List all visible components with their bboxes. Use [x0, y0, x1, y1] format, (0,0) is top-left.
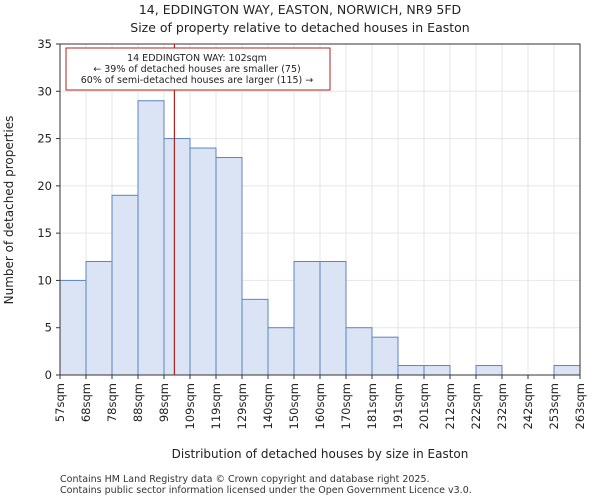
bar-181sqm: [371, 336, 399, 376]
x-tick-label: 140sqm: [261, 383, 275, 429]
x-tick-label: 68sqm: [79, 383, 93, 422]
x-tick-label: 109sqm: [183, 383, 197, 429]
bar-160sqm: [319, 261, 347, 376]
annotation-line-1: 14 EDDINGTON WAY: 102sqm: [127, 53, 267, 64]
annotation-line-3: 60% of semi-detached houses are larger (…: [81, 75, 314, 86]
bar-150sqm: [293, 261, 321, 376]
annotation-frame: [65, 47, 331, 91]
x-tick-label: 181sqm: [365, 383, 379, 429]
y-tick-label: 0: [45, 368, 52, 382]
bar-78sqm: [111, 194, 139, 376]
y-ticks: 0 5 10 15 20 25 30 35: [37, 37, 60, 382]
x-tick-label: 78sqm: [105, 383, 119, 422]
x-tick-label: 160sqm: [313, 383, 327, 429]
y-axis-label: Number of detached properties: [2, 116, 16, 305]
x-tick-label: 150sqm: [287, 383, 301, 429]
x-tick-label: 232sqm: [495, 383, 509, 429]
x-tick-label: 212sqm: [443, 383, 457, 429]
x-tick-label: 119sqm: [209, 383, 223, 429]
footer-line-1: Contains HM Land Registry data © Crown c…: [60, 474, 430, 485]
x-ticks: 57sqm 68sqm 78sqm 88sqm 98sqm 109sqm 119sqm 129…: [53, 375, 587, 429]
footer-line-2: Contains public sector information licen…: [60, 485, 472, 496]
bar-68sqm: [85, 261, 113, 376]
bar-170sqm: [345, 327, 373, 376]
x-axis-label: Distribution of detached houses by size …: [172, 447, 469, 461]
annotation-box: 14 EDDINGTON WAY: 102sqm ← 39% of detach…: [65, 47, 331, 91]
y-tick-label: 35: [37, 37, 52, 51]
bar-88sqm: [137, 100, 165, 376]
x-tick-label: 263sqm: [573, 383, 587, 429]
x-tick-label: 191sqm: [391, 383, 405, 429]
chart-title-line-2: Size of property relative to detached ho…: [130, 20, 469, 35]
x-tick-label: 201sqm: [417, 383, 431, 429]
x-tick-label: 253sqm: [547, 383, 561, 429]
bar-57sqm: [59, 279, 87, 376]
y-tick-label: 10: [37, 273, 52, 287]
y-tick-label: 5: [45, 321, 52, 335]
bar-119sqm: [215, 156, 243, 376]
y-tick-label: 25: [37, 132, 52, 146]
bar-222sqm: [475, 365, 503, 376]
bar-201sqm: [423, 365, 451, 376]
x-tick-label: 57sqm: [53, 383, 67, 422]
bar-191sqm: [397, 365, 425, 376]
x-tick-label: 170sqm: [339, 383, 353, 429]
y-tick-label: 15: [37, 226, 52, 240]
bar-98sqm: [163, 138, 191, 376]
bar-129sqm: [241, 298, 269, 376]
x-tick-label: 88sqm: [131, 383, 145, 422]
x-tick-label: 242sqm: [521, 383, 535, 429]
bar-253sqm: [553, 365, 581, 376]
x-tick-label: 98sqm: [157, 383, 171, 422]
bar-109sqm: [189, 147, 217, 376]
x-tick-label: 129sqm: [235, 383, 249, 429]
chart-title-line-1: 14, EDDINGTON WAY, EASTON, NORWICH, NR9 …: [139, 2, 461, 17]
annotation-line-2: ← 39% of detached houses are smaller (75…: [93, 64, 300, 75]
bar-140sqm: [267, 327, 295, 376]
x-tick-label: 222sqm: [469, 383, 483, 429]
y-tick-label: 20: [37, 179, 52, 193]
y-tick-label: 30: [37, 84, 52, 98]
